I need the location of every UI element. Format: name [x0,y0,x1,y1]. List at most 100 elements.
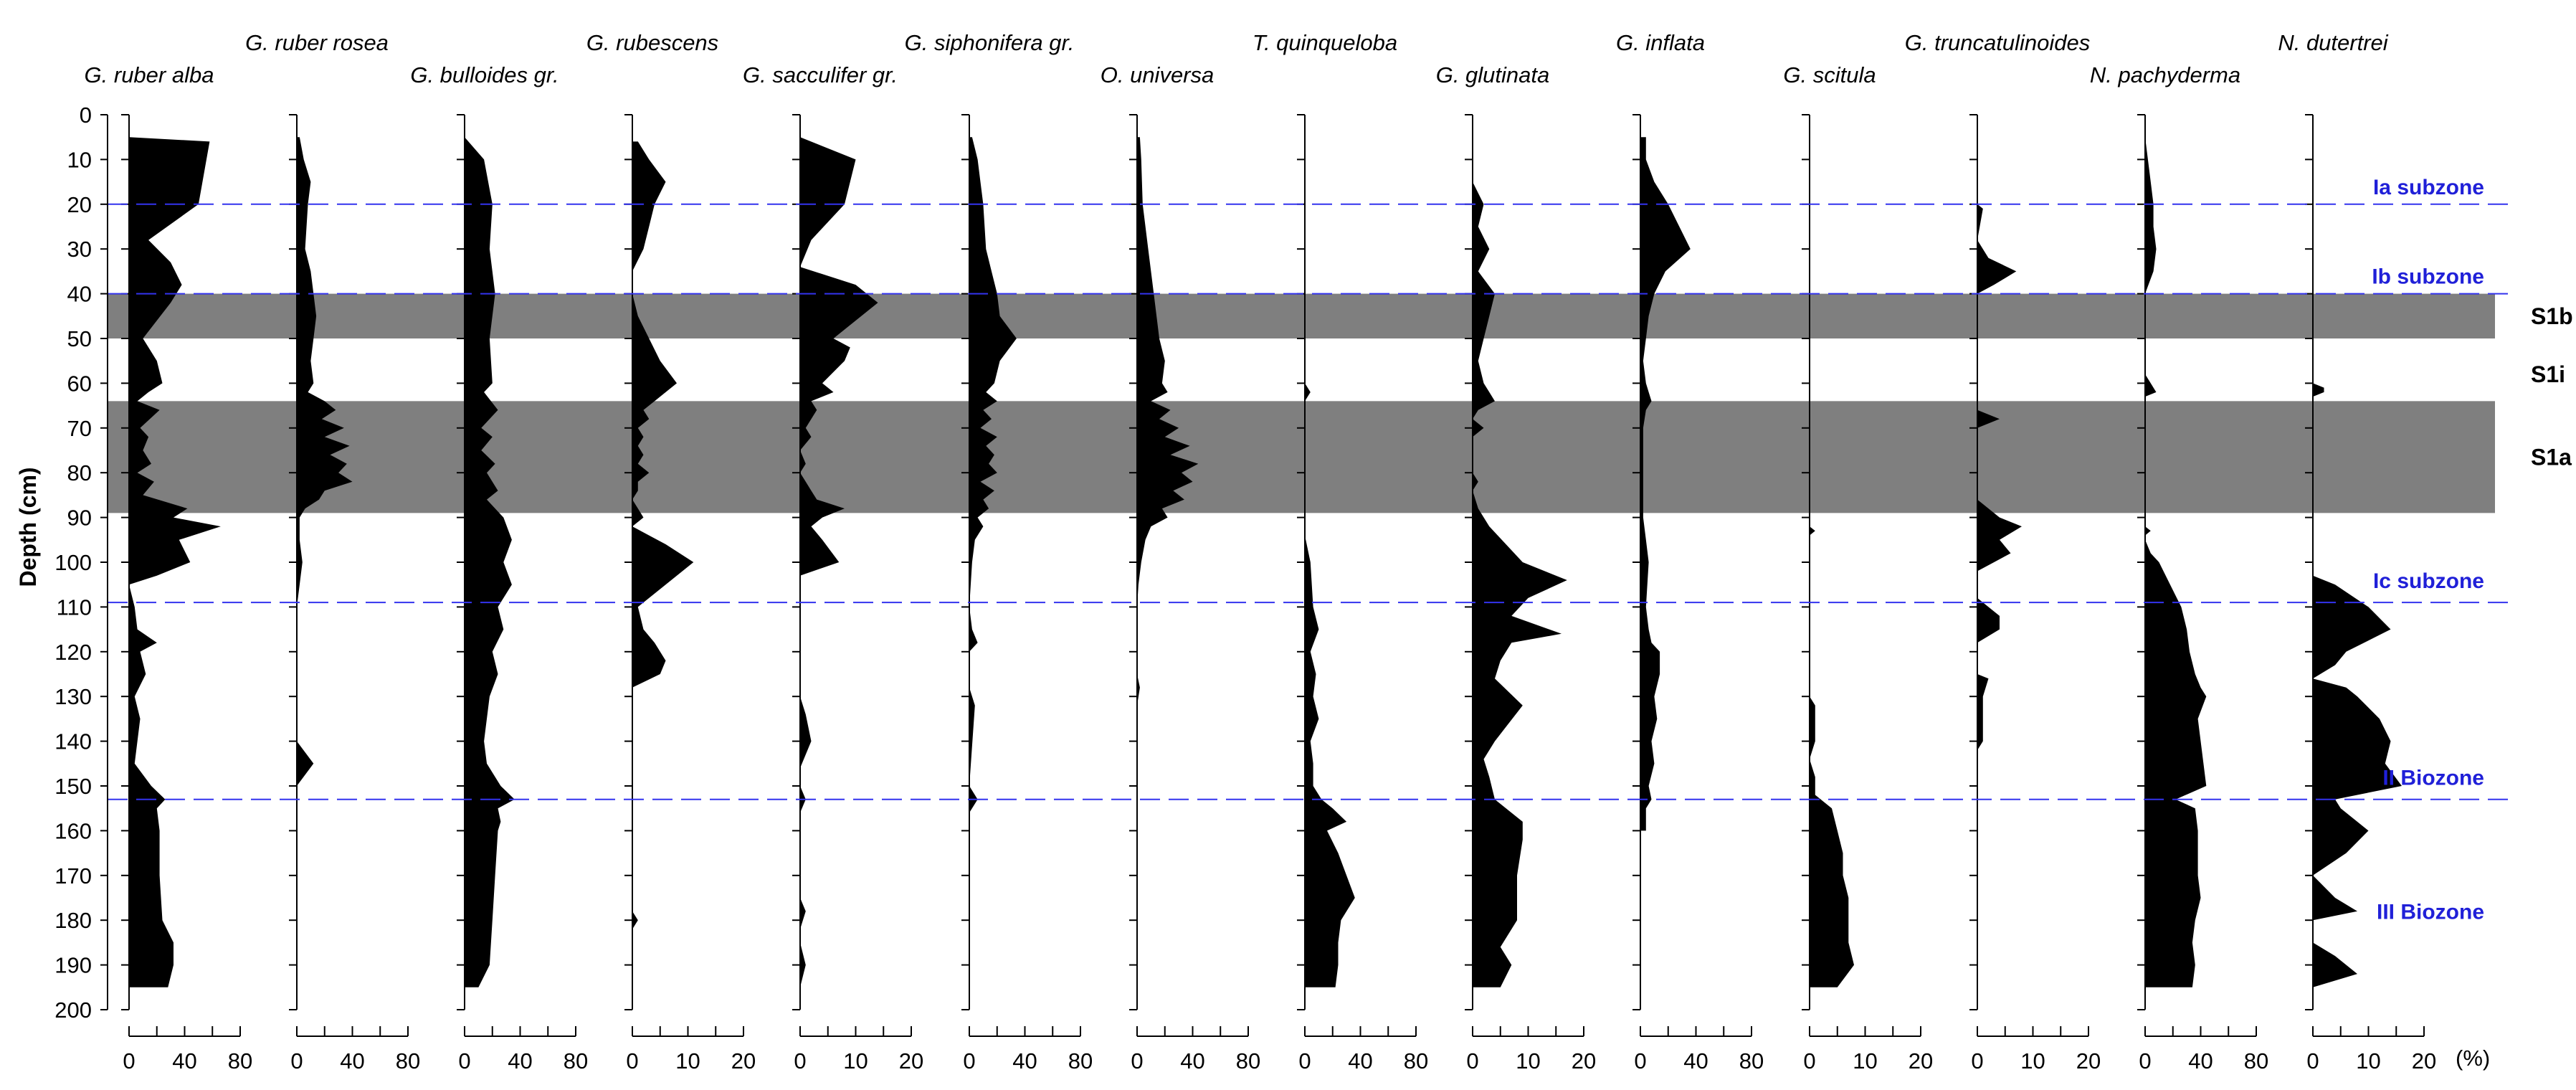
panel-x-tick-label: 40 [508,1048,532,1074]
depth-tick-label: 30 [67,237,92,262]
depth-tick-label: 0 [80,103,92,128]
panel-x-tick-label: 10 [2356,1048,2380,1074]
depth-tick-label: 90 [67,506,92,531]
panel-9: 0 40 80 G. inflata [1616,30,1764,1074]
panel-x-tick-label: 10 [2020,1048,2045,1074]
depth-tick-label: 190 [54,953,92,978]
panel-x-tick-label: 0 [123,1048,135,1074]
species-label: N. pachyderma [2090,62,2240,87]
panel-x-tick-label: 20 [899,1048,923,1074]
species-panels: 0 40 80 G. ruber alba 0 40 80 G. ruber rosea 0 40… [85,30,2437,1074]
panel-x-tick-label: 10 [1853,1048,1877,1074]
panel-3: 0 10 20 G. rubescens [586,30,756,1074]
panel-x-tick-label: 80 [1236,1048,1260,1074]
species-label: G. ruber alba [85,62,214,87]
abundance-area [1977,204,2022,751]
panel-x-tick-label: 0 [963,1048,975,1074]
abundance-area [1305,383,1355,987]
species-label: G. scitula [1783,62,1876,87]
depth-tick-label: 50 [67,326,92,351]
zone-label: Ib subzone [2372,265,2484,289]
sapropel-band [108,401,2495,513]
panel-x-tick-label: 0 [2306,1048,2319,1074]
species-label: O. universa [1101,62,1215,87]
panel-x-tick-label: 40 [1180,1048,1204,1074]
depth-tick-label: 200 [54,997,92,1023]
species-label: G. rubescens [586,30,718,55]
panel-x-tick-label: 80 [2244,1048,2268,1074]
panel-x-tick-label: 40 [1012,1048,1037,1074]
species-label: G. glutinata [1436,62,1550,87]
depth-tick-label: 20 [67,192,92,217]
panel-7: 0 40 80 T. quinqueloba [1253,30,1428,1074]
species-label: T. quinqueloba [1253,30,1397,55]
percent-unit-label: (%) [2456,1046,2490,1071]
panel-x-tick-label: 80 [228,1048,252,1074]
panel-0: 0 40 80 G. ruber alba [85,62,253,1074]
abundance-area [2145,137,2207,987]
panel-8: 0 10 20 G. glutinata [1436,62,1597,1074]
panel-x-tick-label: 80 [396,1048,420,1074]
depth-tick-label: 40 [67,282,92,307]
panel-x-tick-label: 40 [340,1048,364,1074]
panel-x-tick-label: 80 [1068,1048,1093,1074]
panel-x-tick-label: 10 [1516,1048,1540,1074]
zone-label: Ia subzone [2373,176,2484,199]
depth-tick-label: 100 [54,550,92,575]
zone-label: III Biozone [2377,901,2484,924]
panel-x-tick-label: 0 [794,1048,806,1074]
abundance-area [632,141,694,929]
panel-x-tick-label: 0 [1131,1048,1143,1074]
panel-x-tick-label: 0 [626,1048,638,1074]
depth-tick-label: 150 [54,774,92,799]
panel-x-tick-label: 0 [1634,1048,1646,1074]
panel-x-tick-label: 40 [172,1048,196,1074]
panel-11: 0 10 20 G. truncatulinoides [1905,30,2101,1074]
panel-x-tick-label: 40 [2188,1048,2213,1074]
species-label: G. ruber rosea [245,30,389,55]
depth-tick-label: 70 [67,416,92,441]
panel-x-tick-label: 0 [1466,1048,1478,1074]
panel-x-tick-label: 10 [675,1048,700,1074]
panel-12: 0 40 80 N. pachyderma [2090,62,2268,1074]
panel-10: 0 10 20 G. scitula [1783,62,1933,1074]
panel-1: 0 40 80 G. ruber rosea [245,30,420,1074]
abundance-area [465,137,515,987]
panel-x-tick-label: 20 [1909,1048,1933,1074]
depth-tick-label: 120 [54,640,92,665]
panel-x-tick-label: 0 [2139,1048,2151,1074]
depth-tick-label: 80 [67,460,92,485]
abundance-area [1137,137,1199,706]
depth-tick-label: 130 [54,684,92,709]
panel-x-tick-label: 0 [1803,1048,1815,1074]
depth-tick-label: 10 [67,147,92,172]
depth-tick-label: 60 [67,371,92,396]
panel-x-tick-label: 0 [290,1048,303,1074]
panel-6: 0 40 80 O. universa [1101,62,1261,1074]
depth-tick-label: 110 [57,594,92,620]
abundance-area [1640,137,1691,831]
sapropel-label: S1b [2531,303,2573,329]
depth-tick-label: 160 [54,818,92,843]
panel-x-tick-label: 20 [1572,1048,1596,1074]
species-label: G. siphonifera gr. [905,30,1075,55]
panel-x-tick-label: 40 [1348,1048,1372,1074]
species-label: G. truncatulinoides [1905,30,2090,55]
zone-label: II Biozone [2382,767,2484,790]
panel-x-tick-label: 80 [1404,1048,1428,1074]
panel-5: 0 40 80 G. siphonifera gr. [905,30,1093,1074]
depth-tick-label: 180 [54,908,92,933]
abundance-area [1810,526,1854,987]
abundance-area [297,137,353,786]
panel-4: 0 10 20 G. sacculifer gr. [743,62,923,1074]
depth-axis: 0 10 20 30 40 50 60 70 80 90 100 110 120 130 140 150 160… [54,103,108,1023]
sapropel-label: S1a [2531,444,2572,470]
y-axis-label: Depth (cm) [15,467,41,587]
panel-x-tick-label: 20 [2076,1048,2101,1074]
abundance-area [129,137,221,987]
species-label: G. sacculifer gr. [743,62,898,87]
zone-label: Ic subzone [2373,569,2484,593]
zone-labels: Ia subzone Ib subzone Ic subzone II Biozone… [2372,176,2484,924]
panel-x-tick-label: 0 [1971,1048,1983,1074]
panel-13: 0 10 20 N. dutertrei [2278,30,2436,1074]
